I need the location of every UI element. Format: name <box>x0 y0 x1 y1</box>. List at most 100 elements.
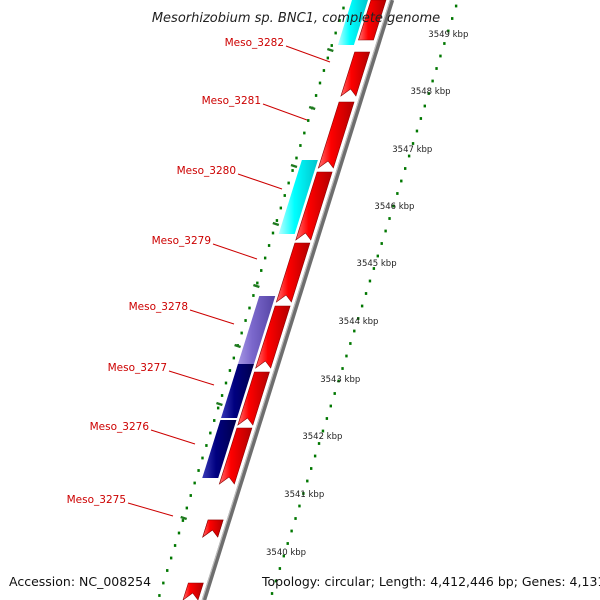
outer-track-dot <box>270 592 274 595</box>
inner-dotted-track <box>158 6 345 597</box>
outer-track-dot <box>337 379 340 383</box>
inner-track-dot <box>181 519 185 522</box>
locus-label: Meso_3280 <box>177 165 236 177</box>
outer-track-dot <box>423 104 426 108</box>
cds-arrow <box>182 582 204 600</box>
locus-leader-line <box>237 173 283 190</box>
inner-track-dot <box>185 506 189 510</box>
outer-track-dot <box>439 54 442 58</box>
inner-track-dot <box>166 569 169 572</box>
inner-track-dot <box>326 56 330 60</box>
locus-labels: Meso_3275 Meso_3276 Meso_3277 Meso_3278 Meso… <box>67 37 284 506</box>
cds-arrow <box>275 242 311 303</box>
cds-arrow-3275 <box>202 519 224 538</box>
outer-track-dot <box>345 354 348 358</box>
outer-track-dot <box>278 567 282 570</box>
outer-track-dot <box>396 192 399 195</box>
cds-arrow <box>317 101 355 169</box>
inner-track-dot <box>338 19 341 22</box>
locus-label: Meso_3276 <box>90 421 150 433</box>
inner-track-dash <box>308 105 316 111</box>
outer-track-dot <box>443 42 446 45</box>
inner-track-dot <box>201 456 204 460</box>
outer-track-dot <box>368 279 372 283</box>
inner-track-dot <box>162 581 165 585</box>
inner-track-dot <box>158 594 161 597</box>
locus-leader-lines <box>127 45 331 517</box>
outer-track-dot <box>415 129 419 133</box>
outer-track-dot <box>451 17 454 20</box>
locus-leader-line <box>150 429 196 445</box>
cds-arrow <box>295 171 333 241</box>
scale-tick-label: 3546 kbp <box>374 202 414 212</box>
inner-track-dot <box>213 419 216 422</box>
scale-tick-label: 3549 kbp <box>428 30 468 40</box>
locus-leader-line <box>285 45 331 63</box>
scale-tick-label: 3548 kbp <box>410 87 450 97</box>
outer-track-dot <box>353 329 356 333</box>
inner-track-dot <box>205 444 208 447</box>
outer-track-dot <box>372 267 376 270</box>
inner-track-dot <box>263 256 267 260</box>
locus-label: Meso_3278 <box>129 301 188 313</box>
inner-track-dot <box>322 69 326 72</box>
outer-track-dot <box>274 579 278 583</box>
inner-track-dot <box>283 194 286 197</box>
inner-track-dot <box>197 469 200 472</box>
outer-track-dot <box>310 467 313 470</box>
outer-track-dot <box>364 292 368 295</box>
backbone-highlight <box>201 0 391 600</box>
highlight-cyan-3282 <box>337 0 368 45</box>
scale-tick-label: 3545 kbp <box>357 259 397 269</box>
highlight-violet-3278 <box>236 296 276 368</box>
inner-track-dot <box>291 169 294 172</box>
inner-track-dot <box>342 6 345 10</box>
inner-track-dot <box>209 431 212 435</box>
cds-arrow <box>237 371 270 426</box>
inner-track-dot <box>240 331 243 335</box>
highlight-track <box>202 0 368 478</box>
outer-track-dot <box>357 317 360 320</box>
locus-leader-line <box>127 502 174 517</box>
locus-leader-line <box>262 103 308 121</box>
outer-track-dot <box>294 517 297 520</box>
outer-track-dot <box>341 367 344 370</box>
highlight-navy-3277 <box>221 364 254 418</box>
outer-track-dot <box>447 29 450 33</box>
outer-track-dot <box>431 79 434 83</box>
inner-track-dash <box>180 515 188 521</box>
outer-track-dot <box>376 254 379 258</box>
highlight-cyan-3280 <box>278 160 318 234</box>
locus-label: Meso_3281 <box>202 95 261 107</box>
inner-track-dot <box>279 206 283 210</box>
outer-track-dot <box>349 342 352 345</box>
outer-track-dot <box>290 529 293 533</box>
outer-track-dot <box>427 92 430 95</box>
locus-label: Meso_3279 <box>152 235 211 247</box>
locus-label: Meso_3277 <box>108 362 167 374</box>
outer-track-dot <box>404 167 407 170</box>
highlight-navy-3276 <box>202 420 237 478</box>
inner-track-dot <box>232 356 236 360</box>
outer-track-dot <box>286 542 289 545</box>
outer-track-dot <box>392 204 395 208</box>
inner-track-dot <box>314 94 318 97</box>
outer-track-dot <box>306 479 309 483</box>
inner-track-dot <box>244 319 247 322</box>
outer-track-dot <box>317 442 321 445</box>
inner-track-dot <box>303 131 306 135</box>
cds-arrow <box>340 51 371 97</box>
locus-leader-line <box>168 370 215 386</box>
outer-track-dot <box>407 154 411 158</box>
inner-track-dot <box>318 81 322 85</box>
inner-track-dash <box>290 163 298 169</box>
inner-track-dot <box>228 369 232 372</box>
scale-ticks: 3540 kbp 3541 kbp 3542 kbp 3543 kbp 3544 kbp… <box>266 30 468 558</box>
cds-arrow <box>255 305 291 369</box>
locus-label: Meso_3275 <box>67 494 126 506</box>
outer-track-dot <box>298 504 301 508</box>
inner-track-dot <box>173 544 177 547</box>
inner-track-dot <box>220 394 224 397</box>
outer-track-dot <box>329 404 332 408</box>
